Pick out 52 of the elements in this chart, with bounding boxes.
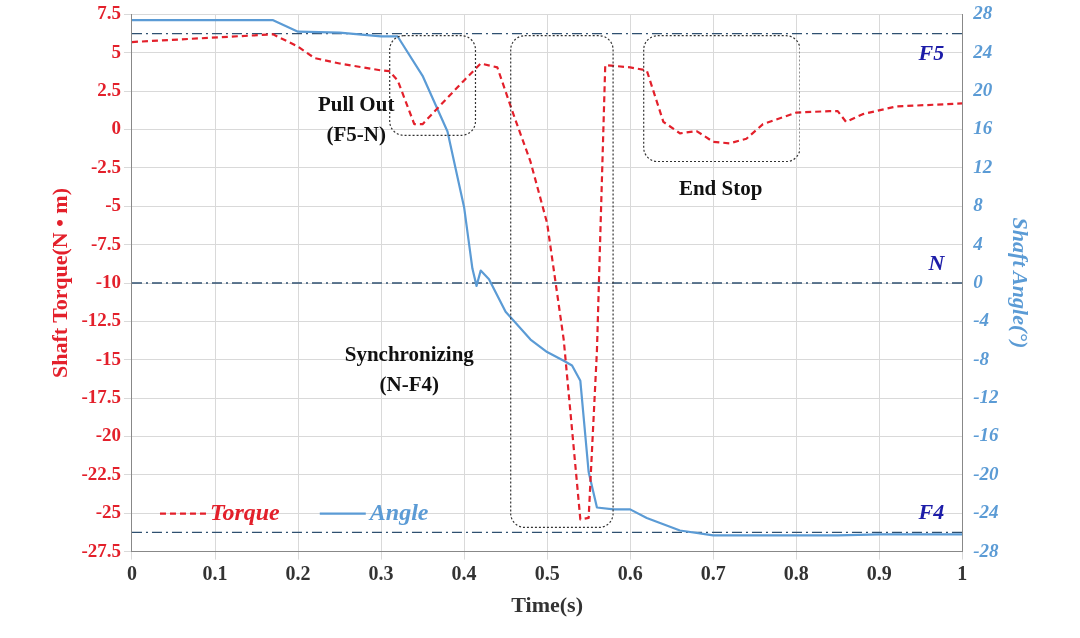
- y2-tick-label: 0: [973, 270, 984, 292]
- y2-tick-label: 16: [973, 117, 993, 139]
- y2-axis-title: Shaft Angle(°): [1008, 217, 1034, 349]
- ref-line-label: F4: [917, 499, 945, 525]
- y-tick-label: -5: [105, 194, 121, 216]
- x-tick-label: 0.4: [451, 561, 477, 584]
- y2-tick-label: 8: [973, 194, 984, 216]
- y2-tick-label: 28: [972, 2, 993, 24]
- y-tick-label: -10: [95, 270, 121, 292]
- y2-tick-label: -24: [973, 501, 999, 523]
- y2-tick-label: 4: [972, 232, 983, 254]
- y2-tick-label: 24: [972, 40, 993, 62]
- x-tick-label: 0.3: [368, 561, 394, 584]
- annotation: End Stop: [678, 175, 763, 200]
- ref-line-label: N: [927, 249, 946, 275]
- y2-tick-label: -28: [973, 539, 1000, 561]
- x-tick-label: 0.8: [783, 561, 809, 584]
- y2-tick-label: -4: [973, 309, 990, 331]
- y-tick-label: -20: [95, 424, 121, 446]
- x-tick-label: 0.6: [617, 561, 643, 584]
- y-tick-label: 5: [111, 40, 121, 62]
- y-tick-label: 7.5: [97, 2, 121, 24]
- x-tick-label: 1: [957, 561, 968, 584]
- legend-label: Angle: [367, 498, 429, 525]
- y-tick-label: -25: [95, 501, 121, 523]
- y-tick-label: 0: [111, 117, 121, 139]
- ref-line-label: F5: [917, 40, 945, 66]
- y2-tick-label: 12: [973, 155, 993, 177]
- y-tick-label: -2.5: [90, 155, 121, 177]
- y2-tick-label: -8: [973, 347, 990, 369]
- x-tick-label: 0.5: [534, 561, 560, 584]
- annotation: Synchronizing (N-F4): [344, 341, 475, 396]
- x-tick-label: 0.1: [202, 561, 228, 584]
- x-axis-title: Time(s): [511, 592, 583, 618]
- annotation: Pull Out (F5-N): [317, 91, 395, 146]
- y-axis-title: Shaft Torque(N • m): [46, 187, 72, 379]
- legend-label: Torque: [209, 498, 281, 525]
- y2-tick-label: -12: [973, 386, 1000, 408]
- x-tick-label: 0.9: [866, 561, 892, 584]
- y2-tick-label: -20: [973, 462, 1000, 484]
- x-tick-label: 0: [126, 561, 137, 584]
- y2-tick-label: -16: [973, 424, 1000, 446]
- y-tick-label: -15: [95, 347, 121, 369]
- y-tick-label: 2.5: [97, 79, 121, 101]
- y-tick-label: -22.5: [81, 462, 121, 484]
- x-tick-label: 0.7: [700, 561, 726, 584]
- y-tick-label: -12.5: [81, 309, 121, 331]
- y-tick-label: -17.5: [81, 386, 121, 408]
- y-tick-label: -7.5: [90, 232, 121, 254]
- y-tick-label: -27.5: [81, 539, 121, 561]
- x-tick-label: 0.2: [285, 561, 311, 584]
- y2-tick-label: 20: [972, 79, 993, 101]
